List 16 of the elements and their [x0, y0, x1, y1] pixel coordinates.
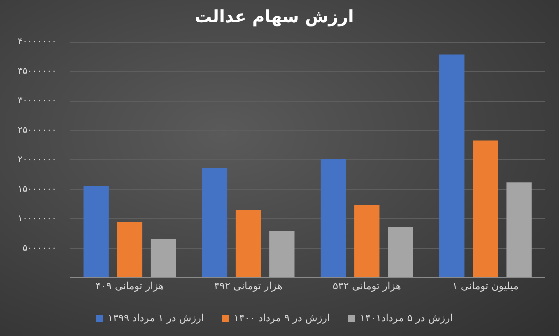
x-tick-label: ۱ میلیون تومانی: [452, 282, 519, 293]
y-tick-label: ۳۰۰۰۰۰۰۰: [18, 96, 57, 107]
y-tick-label: ۴۰۰۰۰۰۰۰: [18, 38, 57, 48]
x-tick-label: ۴۹۲ هزار تومانی: [214, 282, 283, 293]
legend-label: ارزش در ۹ مرداد ۱۴۰۰: [234, 314, 330, 325]
y-tick-label: ۵۰۰۰۰۰۰: [22, 244, 57, 254]
legend-label: ارزش در ۱ مرداد ۱۳۹۹: [108, 314, 204, 325]
y-tick-label: ۳۵۰۰۰۰۰۰: [18, 67, 57, 78]
y-tick-label: ۲۰۰۰۰۰۰۰: [18, 156, 57, 166]
y-tick-label: ۱۵۰۰۰۰۰۰: [18, 184, 57, 195]
chart-title: ارزش سهام عدالت: [194, 8, 354, 28]
y-tick-label: ۲۵۰۰۰۰۰۰: [18, 126, 57, 136]
y-tick-label: ۱۰۰۰۰۰۰۰: [18, 214, 57, 224]
legend-label: ارزش در ۵ مرداد۱۴۰۱: [360, 314, 454, 325]
x-tick-label: ۴۰۹ هزار تومانی: [96, 282, 164, 293]
x-tick-label: ۵۳۲ هزار تومانی: [332, 282, 402, 293]
